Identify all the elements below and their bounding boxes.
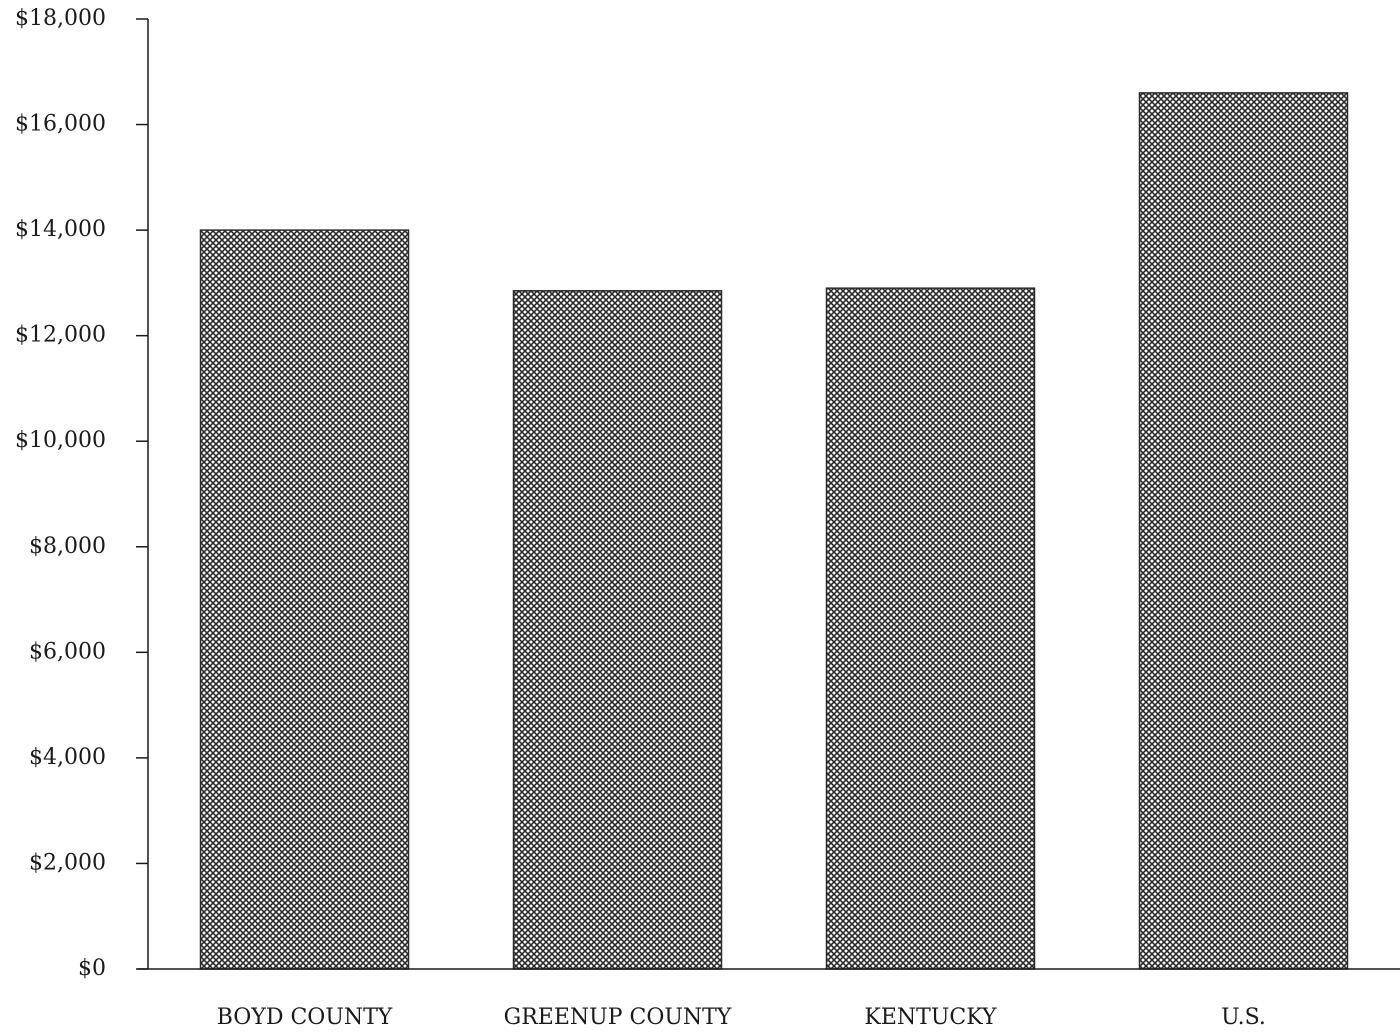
y-tick-label: $6,000	[29, 639, 106, 664]
y-tick-label: $10,000	[15, 428, 106, 453]
x-category-label: U.S.	[1221, 1005, 1266, 1030]
y-tick-label: $16,000	[15, 112, 106, 137]
y-tick-label: $14,000	[15, 217, 106, 242]
bars	[199, 92, 1349, 970]
bar	[199, 229, 410, 970]
bar	[512, 290, 723, 970]
y-tick-label: $0	[78, 956, 106, 981]
y-tick-label: $2,000	[29, 850, 106, 875]
bar	[825, 287, 1036, 970]
bar	[1138, 92, 1349, 970]
y-tick-label: $8,000	[29, 534, 106, 559]
x-category-label: KENTUCKY	[864, 1005, 997, 1030]
y-tick-label: $4,000	[29, 745, 106, 770]
x-category-label: BOYD COUNTY	[217, 1005, 393, 1030]
y-axis: $0 $2,000 $4,000 $6,000 $8,000 $10,000 $12,000…	[15, 6, 149, 981]
y-tick-label: $12,000	[15, 323, 106, 348]
x-category-label: GREENUP COUNTY	[504, 1005, 732, 1030]
y-tick-label: $18,000	[15, 6, 106, 31]
x-axis: BOYD COUNTY GREENUP COUNTY KENTUCKY U.S.	[138, 968, 1400, 1030]
